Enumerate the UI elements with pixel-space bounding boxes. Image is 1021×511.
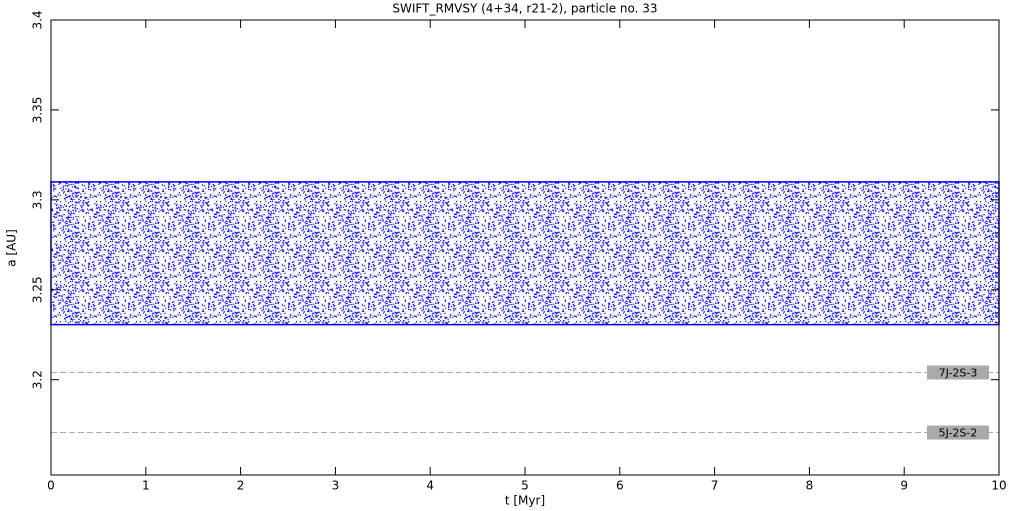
resonance-label-box (927, 425, 989, 440)
resonance-label-box (927, 365, 989, 380)
x-tick-label: 7 (711, 479, 719, 493)
x-tick-label: 4 (426, 479, 434, 493)
x-tick-label: 0 (47, 479, 55, 493)
x-tick-label: 9 (900, 479, 908, 493)
y-tick-label: 3.35 (31, 97, 45, 124)
x-tick-label: 10 (991, 479, 1006, 493)
x-axis-label: t [Myr] (505, 494, 545, 508)
x-tick-label: 2 (237, 479, 245, 493)
band-area (50, 181, 1000, 326)
chart-title: SWIFT_RMVSY (4+34, r21-2), particle no. … (392, 2, 657, 16)
x-tick-label: 3 (332, 479, 340, 493)
y-tick-label: 3.4 (31, 10, 45, 29)
x-tick-label: 1 (142, 479, 150, 493)
resonance-label: 7J-2S-3 (939, 366, 978, 379)
x-tick-label: 8 (806, 479, 814, 493)
y-axis-label: a [AU] (5, 229, 19, 267)
y-tick-label: 3.3 (31, 190, 45, 209)
y-tick-label: 3.25 (31, 276, 45, 303)
resonance-label: 5J-2S-2 (939, 427, 978, 440)
x-tick-label: 6 (616, 479, 624, 493)
x-tick-label: 5 (521, 479, 529, 493)
y-tick-label: 3.2 (31, 370, 45, 389)
